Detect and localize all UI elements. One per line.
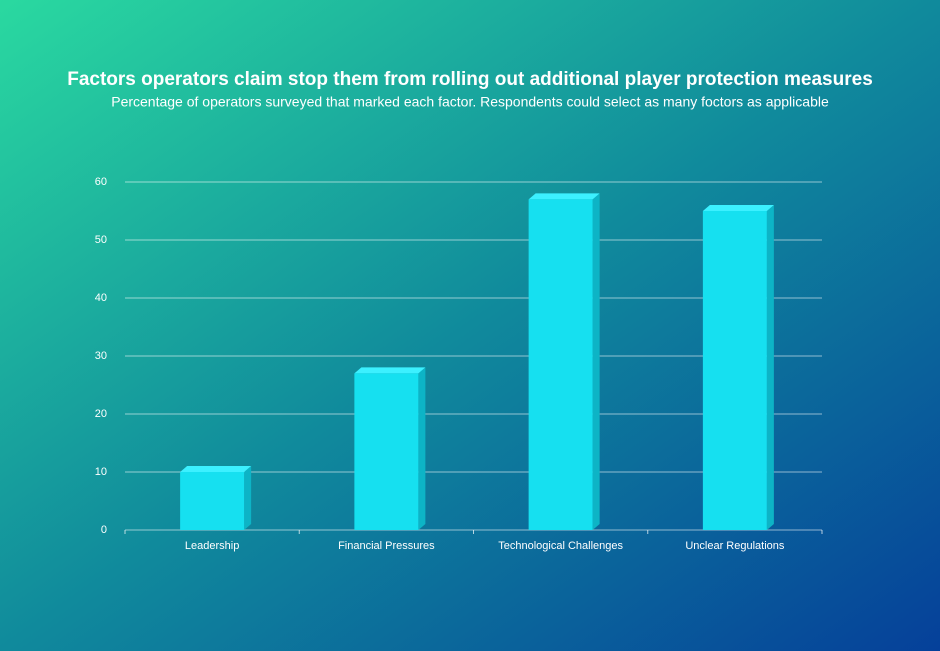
- bar-top: [702, 205, 774, 211]
- y-tick-label: 30: [95, 350, 107, 362]
- bar-top: [528, 193, 600, 200]
- chart-title: Factors operators claim stop them from r…: [67, 69, 873, 90]
- bar-side: [766, 205, 774, 530]
- bar: [354, 373, 419, 530]
- bar: [180, 472, 245, 530]
- bar-side: [592, 193, 600, 530]
- x-tick-label: Financial Pressures: [338, 540, 435, 552]
- y-tick-label: 0: [101, 524, 107, 536]
- bar: [528, 199, 593, 530]
- bar-side: [418, 367, 426, 530]
- x-tick-label: Technological Challenges: [498, 540, 623, 552]
- chart-subtitle: Percentage of operators surveyed that ma…: [111, 94, 829, 110]
- y-tick-label: 60: [95, 176, 107, 188]
- y-tick-label: 10: [95, 466, 107, 478]
- y-tick-label: 20: [95, 408, 107, 420]
- bar-top: [354, 367, 426, 374]
- bar: [702, 211, 767, 530]
- x-tick-label: Unclear Regulations: [685, 540, 785, 552]
- y-tick-label: 50: [95, 234, 107, 246]
- bar-side: [244, 466, 252, 530]
- x-tick-label: Leadership: [185, 540, 239, 552]
- y-tick-label: 40: [95, 292, 107, 304]
- bar-top: [180, 466, 252, 472]
